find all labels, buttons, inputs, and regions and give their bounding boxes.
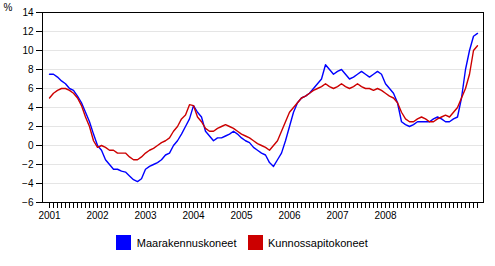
svg-text:14: 14 bbox=[22, 7, 34, 18]
svg-text:2005: 2005 bbox=[230, 210, 253, 221]
svg-text:2003: 2003 bbox=[134, 210, 157, 221]
svg-text:2: 2 bbox=[28, 121, 34, 132]
svg-text:2004: 2004 bbox=[182, 210, 205, 221]
html-text:Maarakennuskoneet: Maarakennuskoneet bbox=[136, 236, 237, 249]
svg-text:12: 12 bbox=[22, 26, 34, 37]
svg-text:6: 6 bbox=[28, 83, 34, 94]
svg-text:2006: 2006 bbox=[278, 210, 301, 221]
svg-text:%: % bbox=[4, 2, 13, 13]
svg-text:−4: −4 bbox=[22, 178, 34, 189]
svg-text:2008: 2008 bbox=[374, 210, 397, 221]
svg-text:2001: 2001 bbox=[38, 210, 61, 221]
html-text:Kunnossapitokoneet: Kunnossapitokoneet bbox=[268, 236, 368, 249]
svg-text:0: 0 bbox=[28, 140, 34, 151]
svg-text:8: 8 bbox=[28, 64, 34, 75]
svg-text:4: 4 bbox=[28, 102, 34, 113]
svg-text:10: 10 bbox=[22, 45, 34, 56]
svg-text:−6: −6 bbox=[22, 197, 34, 208]
svg-text:2007: 2007 bbox=[326, 210, 349, 221]
svg-text:−2: −2 bbox=[22, 159, 34, 170]
svg-text:2002: 2002 bbox=[86, 210, 109, 221]
